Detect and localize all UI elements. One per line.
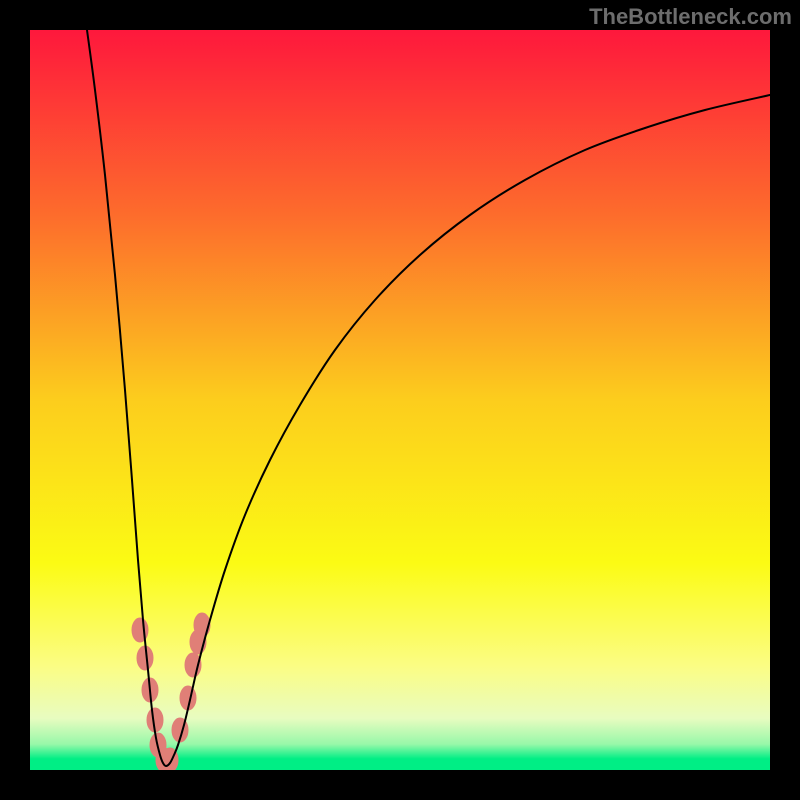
chart-svg <box>0 0 800 800</box>
chart-frame: TheBottleneck.com <box>0 0 800 800</box>
watermark-text: TheBottleneck.com <box>589 4 792 30</box>
